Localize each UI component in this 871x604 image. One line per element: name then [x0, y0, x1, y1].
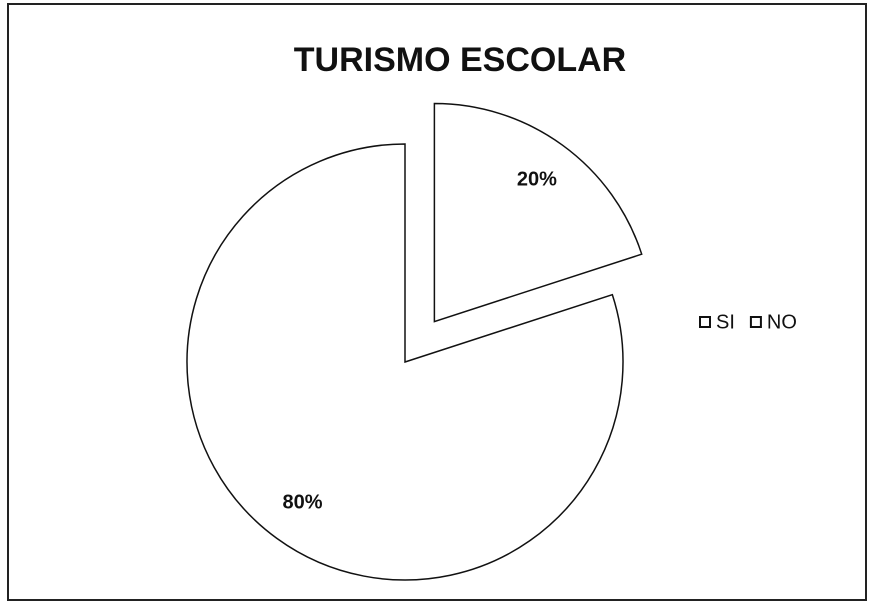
legend-swatch: [749, 316, 762, 328]
pie-slice: [433, 102, 643, 323]
data-label: 20%: [517, 169, 557, 191]
legend-label: SI: [716, 311, 735, 333]
legend-swatch: [699, 316, 711, 328]
data-label: 80%: [282, 491, 322, 513]
chart-title: TURISMO ESCOLAR: [294, 41, 626, 79]
legend-label: NO: [767, 311, 797, 333]
pie-slice: [186, 143, 624, 581]
